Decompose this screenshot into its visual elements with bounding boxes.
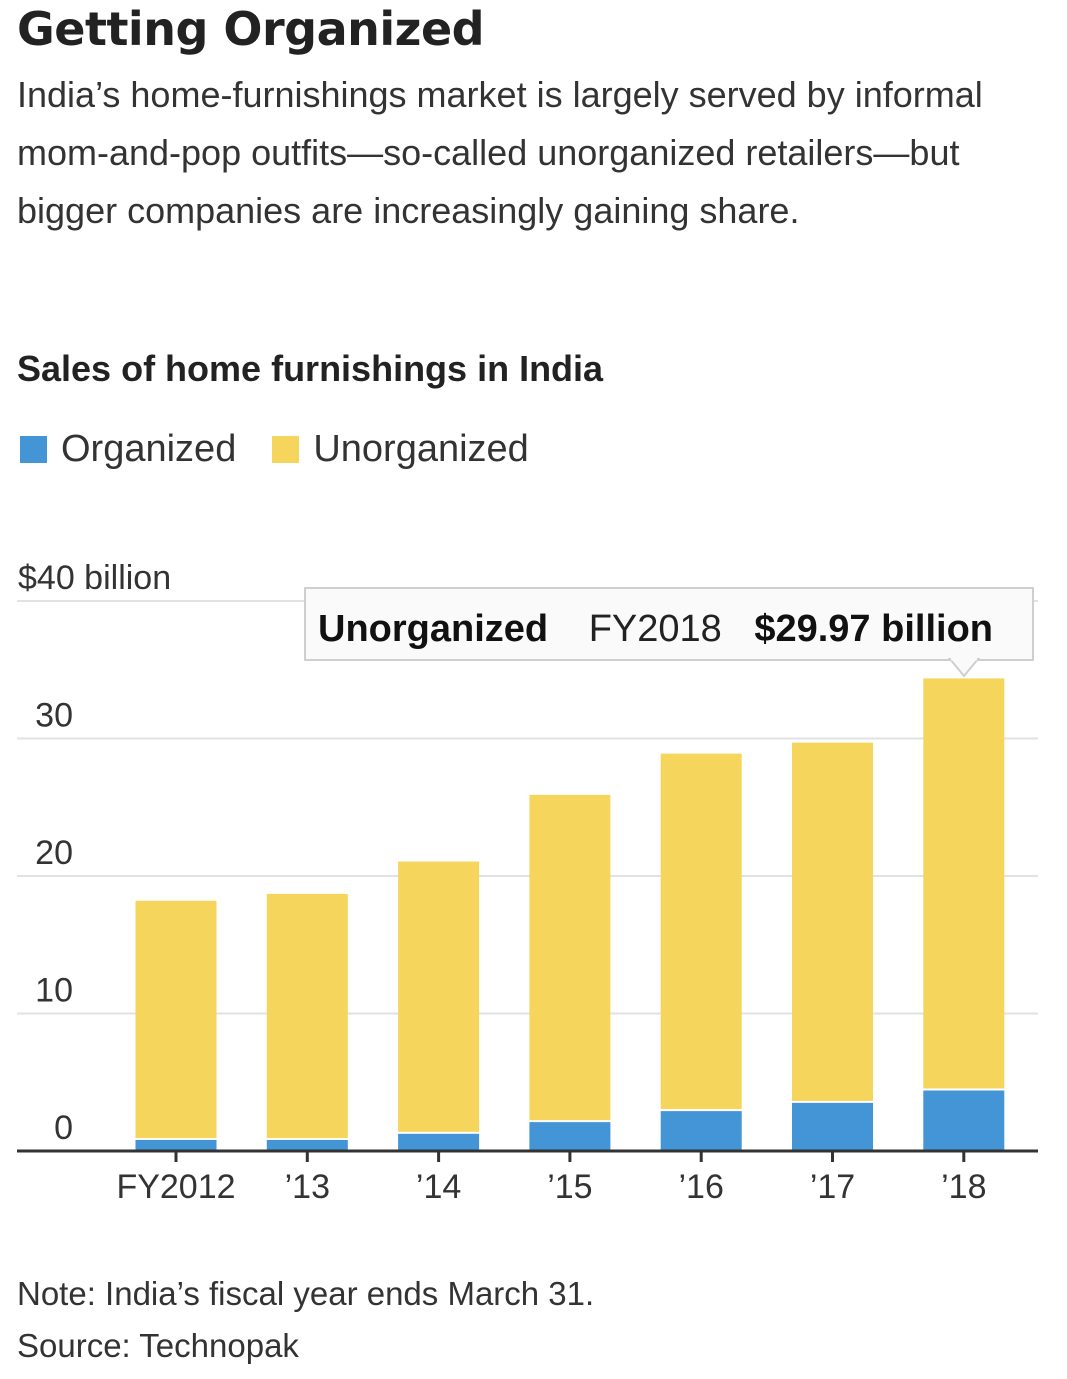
y-tick-label: 30 bbox=[35, 697, 73, 735]
chart-subtitle: India’s home-furnishings market is large… bbox=[17, 74, 983, 231]
tooltip-period: FY2018 bbox=[589, 608, 722, 650]
y-tick-label: $40 billion bbox=[18, 559, 171, 597]
legend-item-unorganized[interactable]: Unorganized bbox=[272, 428, 529, 471]
x-tick-label: ’17 bbox=[810, 1168, 855, 1206]
bar-organized-3[interactable] bbox=[529, 1122, 611, 1151]
y-tick-label: 10 bbox=[35, 972, 73, 1010]
bar-unorganized-3[interactable] bbox=[529, 794, 611, 1121]
bar-unorganized-4[interactable] bbox=[660, 753, 742, 1110]
bar-unorganized-6[interactable] bbox=[923, 678, 1005, 1089]
bar-organized-5[interactable] bbox=[792, 1102, 873, 1151]
bar-organized-6[interactable] bbox=[923, 1090, 1005, 1152]
bar-unorganized-1[interactable] bbox=[266, 893, 348, 1138]
tooltip-value: $29.97 billion bbox=[754, 608, 993, 650]
bars bbox=[135, 678, 1005, 1152]
svg-text:Unorganized FY2018: Unorganized FY2018 $29.97 billion bbox=[318, 608, 993, 650]
legend-item-organized[interactable]: Organized bbox=[20, 428, 236, 471]
bar-organized-1[interactable] bbox=[266, 1140, 348, 1151]
legend-label-organized: Organized bbox=[61, 428, 237, 470]
legend-swatch-organized bbox=[20, 436, 47, 463]
bar-organized-4[interactable] bbox=[660, 1111, 742, 1151]
footer-source: Source: Technopak bbox=[17, 1327, 299, 1364]
y-tick-label: 20 bbox=[35, 834, 73, 872]
bar-organized-0[interactable] bbox=[135, 1140, 217, 1151]
bar-unorganized-5[interactable] bbox=[792, 742, 873, 1101]
x-tick-label: ’15 bbox=[547, 1168, 592, 1206]
tooltip: Unorganized FY2018 $29.97 billion bbox=[304, 587, 1034, 678]
y-axis-ticks: 0 10 20 30 $40 billion bbox=[18, 559, 171, 1147]
x-tick-label: ’18 bbox=[941, 1168, 986, 1206]
x-tick-label: ’16 bbox=[679, 1168, 724, 1206]
tooltip-pointer bbox=[947, 658, 981, 678]
y-tick-label: 0 bbox=[54, 1109, 73, 1147]
bar-unorganized-2[interactable] bbox=[398, 861, 480, 1132]
x-axis: FY2012 ’13 ’14 ’15 ’16 ’17 ’18 bbox=[17, 1149, 1038, 1206]
tooltip-series: Unorganized bbox=[318, 608, 548, 650]
tooltip-box bbox=[304, 587, 1034, 661]
chart-title: Sales of home furnishings in India bbox=[17, 348, 604, 389]
chart-headline: Getting Organized bbox=[17, 2, 485, 56]
x-tick-label: FY2012 bbox=[116, 1168, 235, 1206]
bar-unorganized-0[interactable] bbox=[135, 900, 217, 1138]
legend: Organized Unorganized bbox=[20, 428, 565, 471]
footer: Note: India’s fiscal year ends March 31.… bbox=[17, 1268, 594, 1372]
bar-organized-2[interactable] bbox=[398, 1133, 480, 1151]
legend-label-unorganized: Unorganized bbox=[313, 428, 529, 470]
footer-note: Note: India’s fiscal year ends March 31. bbox=[17, 1275, 595, 1312]
x-tick-label: ’13 bbox=[285, 1168, 330, 1206]
x-tick-label: ’14 bbox=[416, 1168, 461, 1206]
legend-swatch-unorganized bbox=[272, 436, 300, 463]
